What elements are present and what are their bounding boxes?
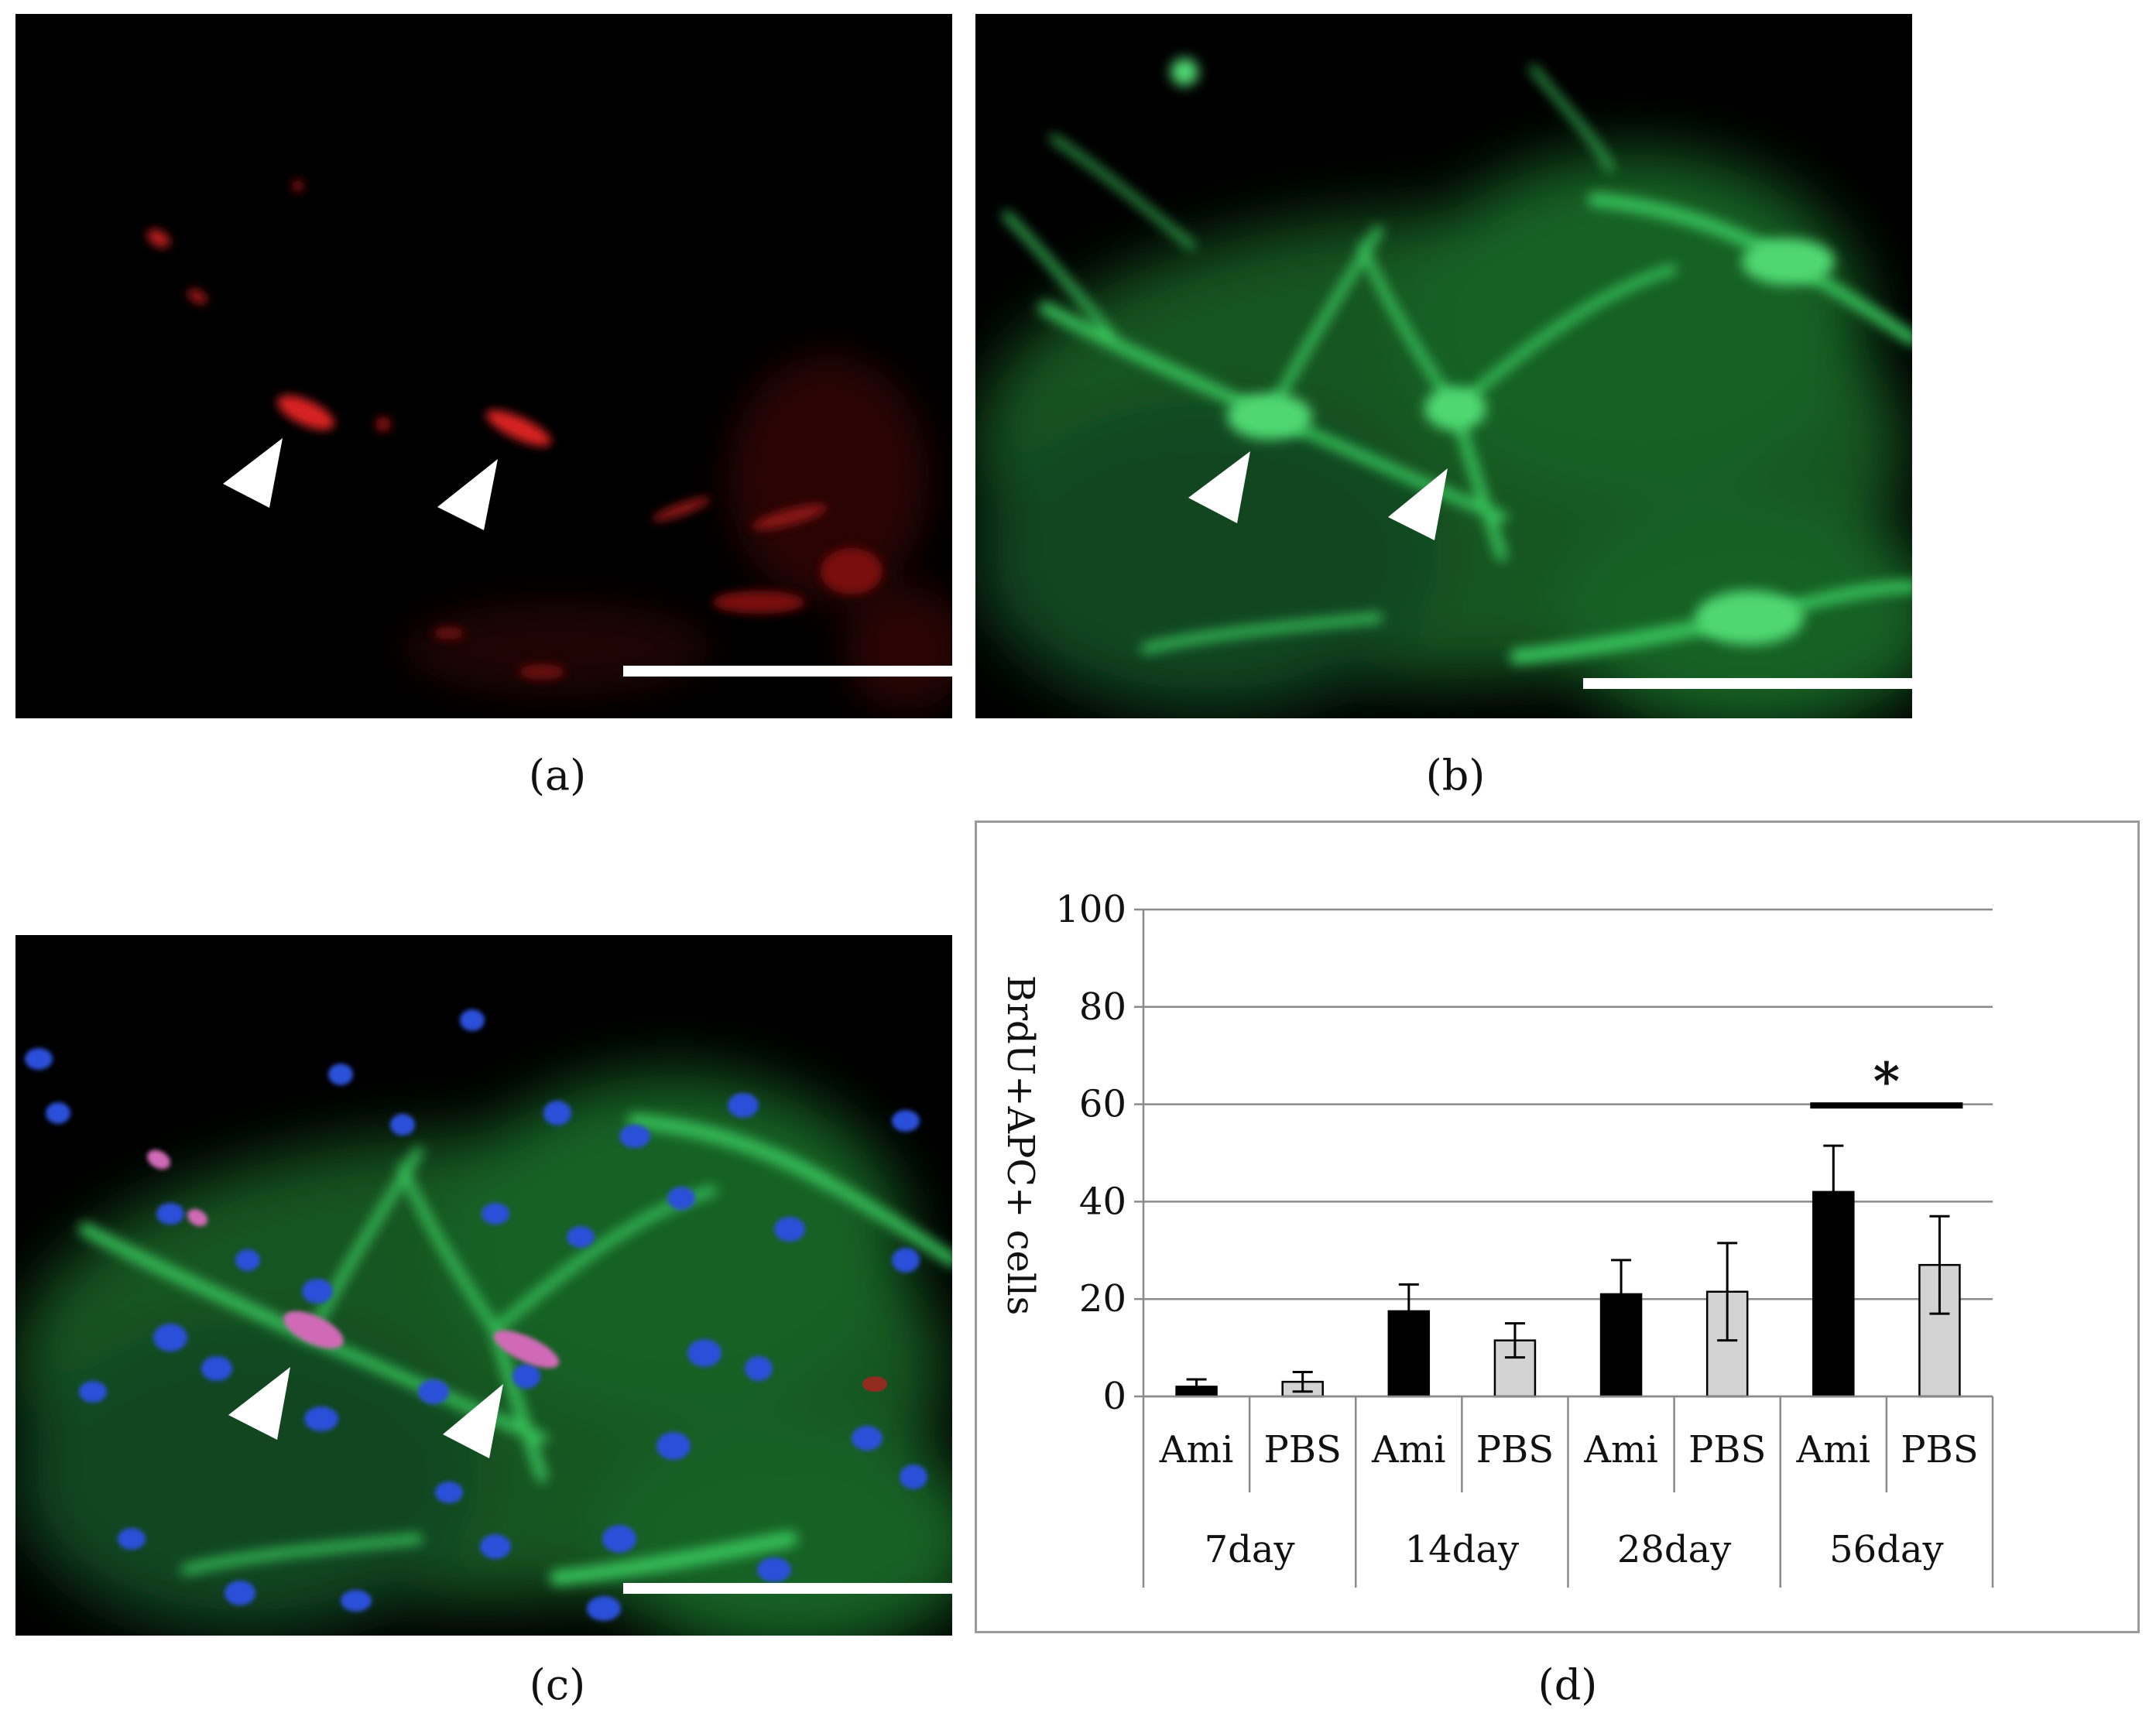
scale-bar xyxy=(1583,678,1912,689)
y-tick-label: 20 xyxy=(1079,1277,1126,1321)
x-sub-label: PBS xyxy=(1688,1428,1766,1471)
x-sub-label: Ami xyxy=(1796,1428,1871,1471)
x-sub-label: Ami xyxy=(1371,1428,1446,1471)
arrowhead-icon xyxy=(1188,451,1250,523)
micrograph-panel-a xyxy=(15,14,952,718)
y-tick-label: 100 xyxy=(1055,888,1126,931)
x-group-label: 14day xyxy=(1405,1528,1520,1571)
x-group-label: 7day xyxy=(1205,1528,1295,1571)
caption-a: (a) xyxy=(528,751,587,800)
arrowhead-icon xyxy=(228,1367,290,1440)
bar-chart: 0 20 40 60 80 100 BrdU+APC+ cells Ami PBS 7day Ami… xyxy=(999,888,1994,1588)
x-sub-label: PBS xyxy=(1901,1428,1978,1471)
significance-marker: * xyxy=(1873,1051,1901,1112)
arrowhead-icon xyxy=(1388,468,1448,540)
caption-c: (c) xyxy=(529,1660,586,1709)
x-sub-label: Ami xyxy=(1583,1428,1658,1471)
x-sub-label: PBS xyxy=(1476,1428,1554,1471)
arrowhead-icon xyxy=(443,1384,503,1458)
arrowhead-icon xyxy=(223,438,283,508)
x-group-label: 28day xyxy=(1617,1528,1732,1571)
y-axis-label: BrdU+APC+ cells xyxy=(999,975,1042,1315)
y-tick-label: 80 xyxy=(1079,985,1126,1029)
caption-b: (b) xyxy=(1425,751,1486,800)
micrograph-panel-b xyxy=(975,14,1912,718)
arrowhead-icon xyxy=(437,459,498,530)
green-channel-image xyxy=(975,58,1912,718)
red-channel-image xyxy=(147,180,952,711)
scale-bar xyxy=(623,666,952,677)
micrograph-panel-c xyxy=(15,935,952,1636)
x-group-label: 56day xyxy=(1829,1528,1944,1571)
y-tick-label: 0 xyxy=(1102,1375,1126,1418)
x-sub-label: PBS xyxy=(1263,1428,1341,1471)
scale-bar xyxy=(623,1583,952,1594)
y-tick-label: 60 xyxy=(1079,1083,1126,1126)
merged-channel-image xyxy=(15,1009,952,1636)
y-tick-label: 40 xyxy=(1079,1180,1126,1223)
x-sub-label: Ami xyxy=(1159,1428,1234,1471)
bar-chart-panel: 0 20 40 60 80 100 BrdU+APC+ cells Ami PBS 7day Ami… xyxy=(975,821,2140,1633)
caption-d: (d) xyxy=(1537,1660,1598,1709)
